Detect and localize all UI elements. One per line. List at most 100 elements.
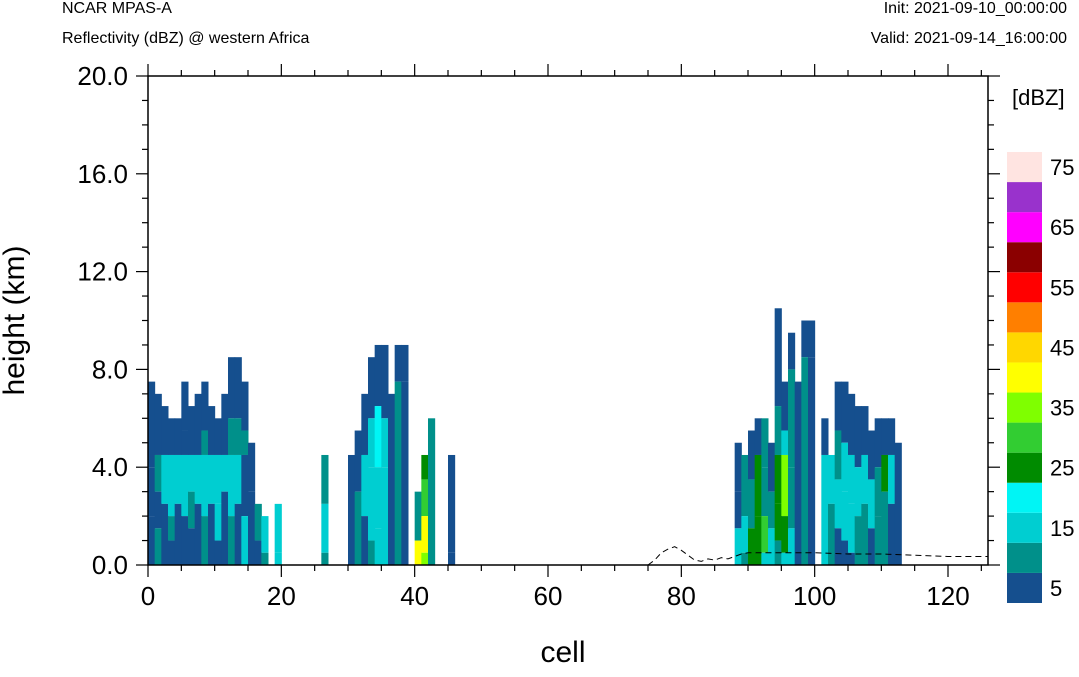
- y-tick-label: 8.0: [92, 354, 128, 384]
- y-tick-label: 0.0: [92, 550, 128, 580]
- reflectivity-cell: [421, 479, 429, 517]
- valid-time: Valid: 2021-09-14_16:00:00: [870, 30, 1067, 47]
- reflectivity-cell: [374, 467, 382, 529]
- reflectivity-cell: [781, 430, 789, 455]
- reflectivity-cell: [834, 430, 842, 480]
- reflectivity-cell: [801, 357, 809, 565]
- y-axis-title: height (km): [0, 245, 31, 395]
- reflectivity-cell: [834, 381, 842, 431]
- reflectivity-cell: [414, 540, 422, 565]
- reflectivity-cell: [794, 381, 802, 565]
- colorbar-swatch: [1007, 302, 1042, 333]
- reflectivity-cell: [228, 516, 236, 565]
- reflectivity-cell: [754, 418, 762, 455]
- reflectivity-cell: [768, 528, 776, 565]
- reflectivity-cell: [788, 332, 796, 370]
- reflectivity-cell: [828, 454, 836, 504]
- terrain-line: [148, 546, 988, 566]
- colorbar-swatch: [1007, 212, 1042, 243]
- reflectivity-cell: [241, 454, 249, 517]
- x-tick-label: 0: [141, 581, 155, 611]
- reflectivity-cell: [228, 357, 236, 419]
- reflectivity-cell: [861, 503, 869, 565]
- reflectivity-cell: [801, 320, 809, 358]
- reflectivity-cell: [214, 503, 222, 541]
- reflectivity-cell: [781, 381, 789, 431]
- reflectivity-cell: [401, 344, 409, 382]
- reflectivity-cell: [174, 503, 182, 565]
- reflectivity-cell: [788, 369, 796, 468]
- reflectivity-cell: [188, 406, 196, 455]
- reflectivity-cell: [148, 467, 156, 517]
- plot-area: [148, 308, 988, 566]
- reflectivity-cell: [414, 491, 422, 541]
- reflectivity-cell: [841, 540, 849, 565]
- reflectivity-cell: [148, 381, 156, 468]
- x-tick-label: 60: [534, 581, 563, 611]
- colorbar-swatch: [1007, 362, 1042, 393]
- colorbar-swatch: [1007, 392, 1042, 423]
- reflectivity-cell: [221, 393, 229, 455]
- reflectivity-cell: [748, 479, 756, 529]
- colorbar-swatch: [1007, 452, 1042, 483]
- reflectivity-cell: [888, 454, 896, 504]
- reflectivity-cell: [241, 381, 249, 431]
- reflectivity-cell: [381, 467, 389, 565]
- reflectivity-cell: [154, 528, 162, 565]
- reflectivity-cell: [354, 491, 362, 565]
- reflectivity-cell: [868, 528, 876, 565]
- reflectivity-cell: [188, 454, 196, 492]
- reflectivity-cell: [194, 454, 202, 504]
- reflectivity-cell: [188, 491, 196, 529]
- reflectivity-cell: [848, 503, 856, 553]
- reflectivity-cell: [754, 552, 762, 565]
- reflectivity-cell: [261, 516, 269, 553]
- reflectivity-cell: [874, 516, 882, 565]
- colorbar-label: 75: [1050, 155, 1074, 180]
- reflectivity-cell: [774, 454, 782, 504]
- reflectivity-cell: [321, 552, 329, 565]
- reflectivity-cell: [888, 503, 896, 565]
- reflectivity-cell: [321, 503, 329, 553]
- reflectivity-cell: [841, 442, 849, 492]
- reflectivity-cell: [874, 467, 882, 517]
- reflectivity-cell: [148, 516, 156, 565]
- reflectivity-cell: [274, 503, 282, 553]
- reflectivity-cell: [754, 516, 762, 553]
- x-tick-label: 20: [267, 581, 296, 611]
- reflectivity-cell: [448, 454, 456, 553]
- reflectivity-cell: [374, 344, 382, 407]
- reflectivity-cell: [181, 454, 189, 517]
- reflectivity-cell: [234, 454, 242, 504]
- reflectivity-cell: [841, 381, 849, 443]
- reflectivity-cell: [774, 503, 782, 541]
- reflectivity-cell: [401, 381, 409, 565]
- reflectivity-cell: [381, 344, 389, 419]
- colorbar-swatch: [1007, 542, 1042, 573]
- reflectivity-cell: [821, 418, 829, 455]
- colorbar-label: 45: [1050, 335, 1074, 360]
- y-tick-label: 12.0: [77, 257, 128, 287]
- reflectivity-cell: [161, 503, 169, 565]
- reflectivity-cell: [421, 454, 429, 480]
- reflectivity-cell: [168, 540, 176, 565]
- reflectivity-cell: [761, 516, 769, 553]
- reflectivity-cell: [241, 516, 249, 565]
- colorbar-label: 25: [1050, 456, 1074, 481]
- colorbar-label: 55: [1050, 275, 1074, 300]
- colorbar-label: 15: [1050, 516, 1074, 541]
- reflectivity-cell: [234, 503, 242, 565]
- colorbar-label: 5: [1050, 576, 1062, 601]
- reflectivity-cell: [388, 393, 396, 565]
- reflectivity-cell: [781, 552, 789, 565]
- reflectivity-cell: [448, 552, 456, 565]
- reflectivity-cell: [741, 552, 749, 565]
- reflectivity-cell: [868, 479, 876, 529]
- reflectivity-cell: [748, 528, 756, 565]
- reflectivity-cell: [254, 540, 262, 565]
- reflectivity-cell: [828, 503, 836, 565]
- axes: 0 20 40 60 80 100 120 0.0 4.0 8.0 12.0 16.0 20.0 cell…: [0, 61, 1000, 669]
- reflectivity-cell: [881, 454, 889, 492]
- reflectivity-cell: [741, 516, 749, 553]
